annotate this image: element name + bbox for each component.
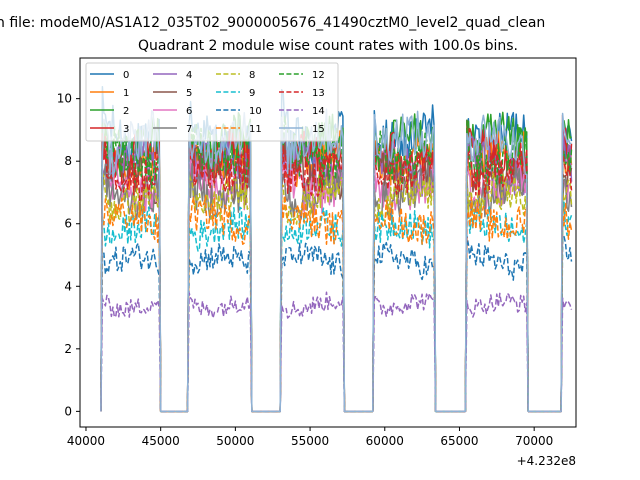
legend-label-13: 13 <box>312 88 325 99</box>
x-tick-label: 50000 <box>216 434 254 448</box>
y-tick-label: 2 <box>64 342 72 356</box>
legend-label-6: 6 <box>186 106 192 117</box>
y-tick-label: 0 <box>64 404 72 418</box>
y-tick-label: 8 <box>64 154 72 168</box>
legend-label-14: 14 <box>312 106 325 117</box>
x-axis: 40000 45000 50000 55000 60000 65000 70000 <box>67 427 553 448</box>
x-tick-label: 45000 <box>142 434 180 448</box>
legend-label-10: 10 <box>249 106 262 117</box>
series-layer <box>100 85 573 413</box>
legend-label-8: 8 <box>249 70 255 81</box>
legend-label-11: 11 <box>249 124 262 135</box>
x-offset-label: +4.232e8 <box>517 454 576 468</box>
legend-label-2: 2 <box>123 106 129 117</box>
y-tick-label: 10 <box>57 92 72 106</box>
legend-label-12: 12 <box>312 70 325 81</box>
legend-label-3: 3 <box>123 124 129 135</box>
legend-label-0: 0 <box>123 70 129 81</box>
legend-label-4: 4 <box>186 70 192 81</box>
legend-label-7: 7 <box>186 124 192 135</box>
x-tick-label: 55000 <box>291 434 329 448</box>
legend-label-15: 15 <box>312 124 325 135</box>
legend-label-5: 5 <box>186 88 192 99</box>
series-line-11 <box>100 194 573 413</box>
legend-label-1: 1 <box>123 88 129 99</box>
x-tick-label: 65000 <box>440 434 478 448</box>
chart-suptitle: n file: modeM0/AS1A12_035T02_9000005676_… <box>0 15 545 31</box>
chart-title: Quadrant 2 module wise count rates with … <box>138 38 518 54</box>
y-tick-label: 6 <box>64 217 72 231</box>
legend-label-9: 9 <box>249 88 255 99</box>
axes-frame <box>79 57 577 428</box>
y-tick-label: 4 <box>64 279 72 293</box>
x-tick-label: 40000 <box>67 434 105 448</box>
legend-frame <box>85 62 339 142</box>
x-tick-label: 70000 <box>515 434 553 448</box>
y-axis: 0 2 4 6 8 10 <box>57 92 80 418</box>
x-tick-label: 60000 <box>366 434 404 448</box>
